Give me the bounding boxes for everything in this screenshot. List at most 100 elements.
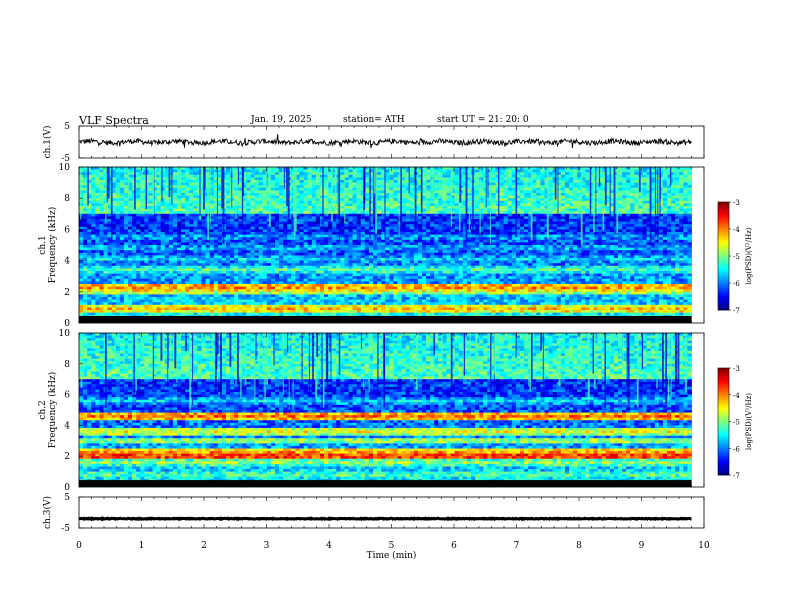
ch1-spectrogram-cell [140, 237, 145, 241]
ch1-spectrogram-cell [185, 167, 190, 170]
ch1-spectrogram-cell [687, 229, 692, 233]
ch1-spectrogram-cell [254, 239, 260, 243]
ch1-spectrogram-cell [189, 219, 194, 222]
ch1-spectrogram-cell [646, 224, 652, 228]
ch1-spectrogram-cell [368, 216, 374, 220]
ch1-spectrogram-cell [389, 190, 394, 194]
ch1-spectrogram-cell [634, 219, 639, 222]
ch1-spectrogram-cell [381, 190, 386, 194]
ch1-spectrogram-cell [479, 237, 484, 241]
ch1-spectrogram-cell [201, 213, 206, 217]
ch1-spectrogram-cell [560, 221, 566, 225]
ch1-spectrogram-cell [487, 174, 492, 178]
ch1-spectrogram-cell [385, 237, 390, 241]
ch1-spectrogram-cell [405, 242, 411, 246]
ch1-spectrogram-cell [438, 219, 443, 222]
ch1-spectrogram-cell [246, 239, 251, 243]
ch1-spectrogram-cell [671, 219, 676, 222]
ch1-spectrogram-cell [442, 169, 447, 173]
ch1-spectrogram-cell [295, 226, 300, 230]
ch1-spectrogram-cell [650, 245, 656, 248]
ch1-spectrogram-cell [442, 208, 447, 212]
ch1-spectrogram-cell [356, 193, 362, 196]
ch1-spectrogram-cell [646, 187, 652, 191]
ch1-spectrogram-cell [638, 245, 643, 248]
ch1-spectrogram-cell [548, 177, 554, 181]
ch1-spectrogram-cell [626, 208, 631, 212]
ch1-spectrogram-cell [613, 221, 619, 225]
ch1-spectrogram-cell [152, 172, 157, 176]
ch1-spectrogram-cell [144, 237, 149, 241]
ch1-spectrogram-cell [287, 237, 292, 241]
ch1-spectrogram-cell [115, 203, 121, 207]
ch1-spectrogram-cell [426, 239, 431, 243]
ch1-spectrogram-cell [242, 229, 247, 233]
ch1-spectrogram-cell [438, 245, 443, 248]
ch1-spectrogram-cell [332, 242, 337, 246]
ch1-spectrogram-cell [83, 182, 88, 186]
ch1-spectrogram-cell [91, 203, 96, 207]
ch1-spectrogram-cell [454, 221, 460, 225]
ch1-spectrogram-cell [348, 172, 353, 176]
ch1-spectrogram-cell [556, 195, 562, 199]
ch1-spectrogram-cell [140, 234, 145, 238]
ch1-spectrogram-cell [671, 200, 676, 204]
ch1-spectrogram-cell [303, 187, 309, 191]
ch1-spectrogram-cell [364, 226, 370, 230]
ch1-spectrogram-cell [385, 211, 390, 215]
ch1-spectrogram-cell [634, 167, 639, 170]
ch1-spectrogram-cell [491, 232, 496, 235]
ch1-spectrogram-cell [564, 182, 570, 186]
ch1-spectrogram-cell [622, 172, 627, 176]
ch1-spectrogram-cell [83, 185, 88, 189]
ch1-spectrogram-cell [181, 180, 186, 183]
ch1-spectrogram-cell [667, 187, 672, 191]
ch1-spectrogram-cell [622, 221, 627, 225]
ch1-spectrogram-cell [450, 195, 456, 199]
ch1-spectrogram-cell [201, 237, 206, 241]
ch1-spectrogram-cell [311, 237, 317, 241]
ch1-spectrogram-cell [434, 185, 439, 189]
ch1-spectrogram-cell [450, 229, 456, 233]
ch1-spectrogram-cell [511, 190, 517, 194]
ch1-spectrogram-cell [360, 180, 366, 183]
ch1-spectrogram-cell [605, 232, 611, 235]
ch1-spectrogram-cell [246, 237, 251, 241]
ch1-spectrogram-cell [319, 216, 325, 220]
ch1-spectrogram-cell [564, 169, 570, 173]
ch1-spectrogram-cell [242, 208, 247, 212]
ch1-spectrogram-cell [377, 206, 382, 209]
ch1-spectrogram-cell [536, 247, 541, 251]
ch1-spectrogram-cell [262, 185, 268, 189]
ch1-spectrogram-cell [560, 211, 566, 215]
ch1-spectrogram-cell [499, 198, 505, 202]
ch1-spectrogram-cell [613, 213, 619, 217]
ch1-spectrogram-cell [536, 208, 541, 212]
ch1-spectrogram-cell [287, 247, 292, 251]
ch1-spectrogram-cell [675, 187, 680, 191]
ch1-spectrogram-cell [532, 229, 537, 233]
ch1-spectrogram-cell [205, 247, 211, 251]
ch1-spectrogram-cell [226, 216, 231, 220]
ch1-spectrogram-cell [83, 200, 88, 204]
ch1-spectrogram-cell [515, 219, 521, 222]
ch1-spectrogram-cell [377, 232, 382, 235]
ch1-spectrogram-cell [377, 169, 382, 173]
ch1-spectrogram-cell [238, 221, 243, 225]
ch1-spectrogram-cell [401, 234, 407, 238]
ch1-spectrogram-cell [552, 237, 558, 241]
ch1-spectrogram-cell [160, 245, 166, 248]
ch1-spectrogram-cell [646, 185, 652, 189]
ch1-spectrogram-cell [671, 190, 676, 194]
ch1-spectrogram-cell [332, 250, 337, 254]
ch1-spectrogram-cell [454, 177, 460, 181]
ch1-spectrogram-cell [405, 195, 411, 199]
ch1-spectrogram-cell [307, 224, 313, 228]
ch1-spectrogram-cell [524, 198, 529, 202]
ch1-spectrogram-cell [642, 167, 647, 170]
ch1-spectrogram-cell [393, 193, 398, 196]
ch1-spectrogram-cell [250, 182, 255, 186]
ch1-spectrogram-cell [144, 216, 149, 220]
ch1-spectrogram-cell [181, 245, 186, 248]
ch1-spectrogram-cell [450, 206, 456, 209]
